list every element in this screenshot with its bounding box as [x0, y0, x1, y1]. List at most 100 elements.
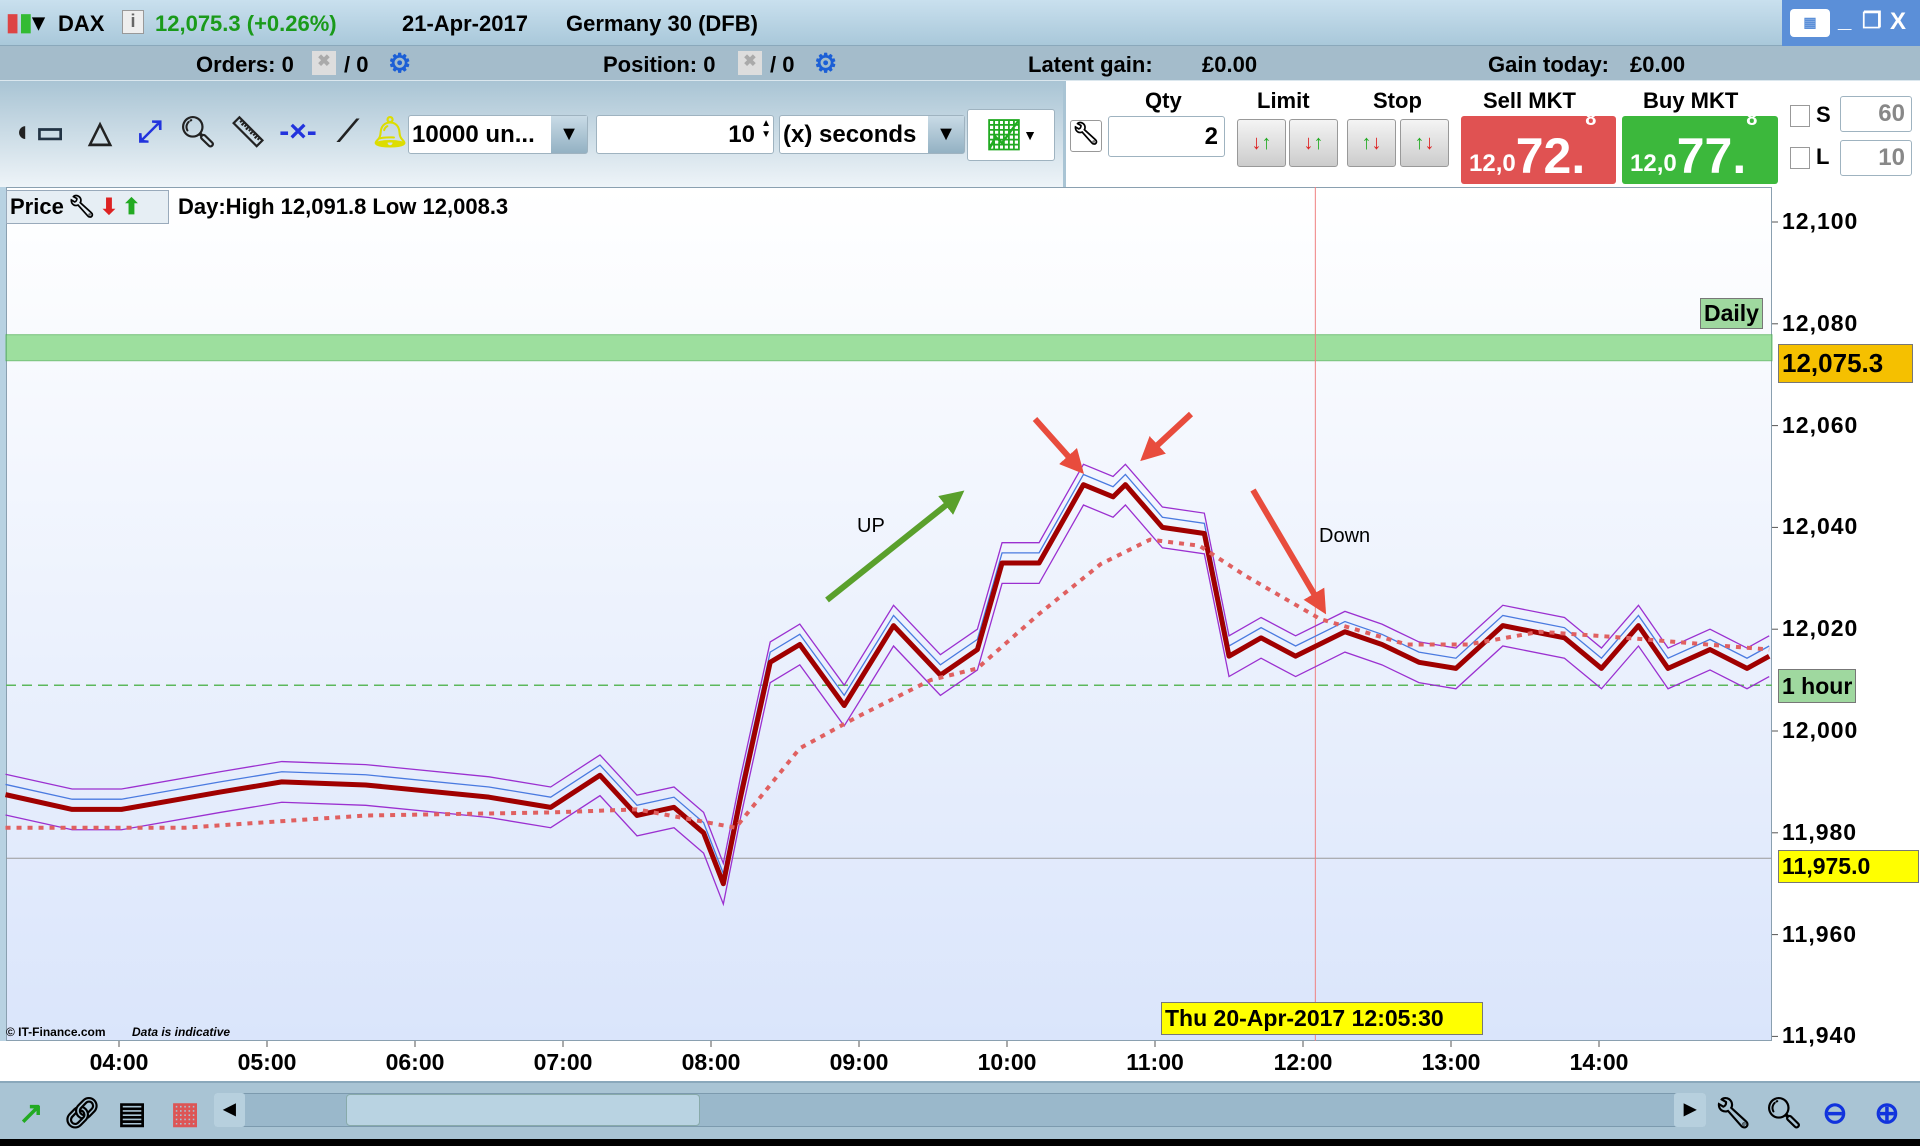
scrollbar-thumb[interactable] — [346, 1094, 700, 1126]
y-tick-label: 12,100 — [1782, 208, 1859, 234]
x-tick-label: 04:00 — [89, 1049, 149, 1075]
gear-icon[interactable]: ⚙ — [814, 48, 838, 78]
wrench-icon[interactable]: 🔧︎ — [67, 194, 96, 219]
one-hour-tag: 1 hour — [1778, 669, 1857, 703]
line-tool-icon[interactable]: ⤢ — [138, 115, 162, 148]
sell-price-big: 72. — [1515, 128, 1586, 184]
daily-level-band — [5, 334, 1773, 362]
keyboard-icon[interactable]: ▦ — [1790, 9, 1830, 37]
down-arrow-0 — [1032, 417, 1084, 474]
crosshair-time-tag: Thu 20-Apr-2017 12:05:30 — [1161, 1002, 1483, 1035]
envelope-line-2 — [5, 473, 1770, 876]
date-label: 21-Apr-2017 — [402, 11, 528, 36]
indicators-button[interactable]: 📈︎ ▼ — [967, 109, 1055, 161]
cancel-orders-icon[interactable]: ✖ — [312, 51, 336, 75]
units-dropdown-value: 10000 un... — [412, 120, 535, 148]
trend-line-icon[interactable]: ⟋ — [337, 115, 359, 148]
limit-order-button[interactable]: ↓ ↑ — [1237, 119, 1286, 167]
taskbar-strip — [0, 1139, 1920, 1146]
chart-settings-icon[interactable]: 🔧︎ — [1713, 1096, 1753, 1130]
buy-arrow-icon[interactable]: ⬆ — [122, 194, 141, 219]
price-line — [4, 482, 1771, 887]
close-icon[interactable]: X — [1890, 8, 1907, 35]
triangle-tool-icon[interactable]: △ — [88, 116, 112, 149]
gain-today-label: Gain today: — [1488, 52, 1610, 77]
l-value: 10 — [1878, 144, 1905, 171]
buy-price-pip: 8 — [1746, 108, 1758, 130]
interval-stepper[interactable]: 10 ▲ ▼ — [596, 115, 774, 154]
gear-icon[interactable]: ⚙ — [388, 48, 412, 78]
chevron-down-icon[interactable]: ▼ — [928, 116, 964, 153]
chevron-down-icon[interactable]: ▼ — [551, 116, 587, 153]
envelope-line-0 — [5, 463, 1770, 866]
x-tick-label: 11:00 — [1126, 1049, 1184, 1075]
moving-average-line — [5, 537, 1770, 830]
y-tick-label: 12,020 — [1782, 615, 1859, 642]
price-chart[interactable] — [6, 187, 1772, 1041]
zoom-fit-icon[interactable]: 🔍︎ — [1764, 1096, 1804, 1130]
link-icon[interactable]: 🔗︎ — [62, 1096, 102, 1130]
stop-order-alt-button[interactable]: ↑ ↓ — [1400, 119, 1449, 167]
y-tick-label: 11,940 — [1782, 1022, 1858, 1049]
instrument-symbol[interactable]: DAX — [58, 11, 105, 36]
day-range: Day:High 12,091.8 Low 12,008.3 — [178, 194, 509, 219]
buy-market-button[interactable]: 12,0 77. 8 — [1622, 108, 1778, 184]
scroll-right-button[interactable]: ▶ — [1674, 1093, 1706, 1127]
price-legend[interactable]: Price 🔧︎ ⬇ ⬆ — [6, 190, 169, 224]
y-tick-label: 12,060 — [1782, 411, 1859, 438]
x-tick-label: 10:00 — [977, 1049, 1037, 1075]
alert-bell-icon[interactable]: 🔔︎ — [370, 116, 410, 149]
buy-price-prefix: 12,0 — [1630, 150, 1677, 177]
ruler-icon[interactable]: 📏︎ — [228, 116, 268, 149]
sell-price-pip: 8 — [1585, 108, 1597, 130]
l-input[interactable]: 10 — [1840, 140, 1912, 176]
stepper-arrows-icon[interactable]: ▲ ▼ — [761, 118, 771, 140]
title-bar: ▮▮▾ DAX i 12,075.3 (+0.26%) 21-Apr-2017 … — [0, 0, 1920, 46]
close-position-icon[interactable]: ✖ — [738, 51, 762, 75]
x-tick-label: 12:00 — [1273, 1049, 1333, 1075]
sell-price-prefix: 12,0 — [1469, 150, 1516, 177]
position-count: Position: 0 — [603, 52, 716, 77]
units-dropdown[interactable]: 10000 un... ▼ — [408, 115, 588, 154]
zoom-out-icon[interactable]: ⊖ — [1822, 1096, 1848, 1130]
down-arrow-2 — [1250, 488, 1327, 615]
s-input[interactable]: 60 — [1840, 96, 1912, 132]
scroll-left-button[interactable]: ◀ — [214, 1093, 245, 1127]
rectangle-tool-icon[interactable]: ▭ — [35, 116, 65, 149]
info-icon[interactable]: i — [122, 10, 144, 34]
indicative-notice: Data is indicative — [132, 1025, 231, 1039]
qty-input[interactable]: 2 — [1108, 116, 1225, 157]
limit-checkbox[interactable] — [1790, 147, 1810, 169]
stop-label: Stop — [1373, 88, 1422, 113]
interval-unit-dropdown[interactable]: (x) seconds ▼ — [779, 115, 965, 154]
envelope-line-1 — [5, 504, 1770, 907]
x-tick-label: 07:00 — [533, 1049, 593, 1075]
stop-checkbox[interactable] — [1790, 105, 1810, 127]
wrench-icon[interactable]: 🔧︎ — [1070, 120, 1102, 152]
orders-pending: / 0 — [344, 52, 369, 77]
sell-arrow-icon[interactable]: ⬇ — [99, 194, 119, 219]
zoom-in-icon[interactable]: ⊕ — [1874, 1096, 1900, 1130]
y-tick-label: 12,080 — [1782, 309, 1859, 336]
indicators-icon: 📈︎ — [985, 118, 1024, 152]
limit-order-alt-button[interactable]: ↓ ↑ — [1289, 119, 1338, 167]
qty-label: Qty — [1145, 88, 1182, 113]
price-label: Price — [10, 194, 64, 219]
sell-label: Sell MKT — [1483, 88, 1576, 113]
copyright: © IT-Finance.com — [6, 1025, 106, 1039]
export-chart-icon[interactable]: ↗ — [18, 1096, 44, 1130]
magnifier-icon[interactable]: 🔍︎ — [178, 116, 218, 149]
instrument-name: Germany 30 (DFB) — [566, 11, 758, 36]
interval-unit-value: (x) seconds — [783, 120, 917, 148]
market-depth-icon[interactable]: ▦ — [170, 1096, 200, 1130]
stop-order-button[interactable]: ↑ ↓ — [1347, 119, 1396, 167]
restore-icon[interactable]: ❐ — [1862, 8, 1882, 33]
sell-market-button[interactable]: 12,0 72. 8 — [1461, 108, 1616, 184]
horizontal-line-icon[interactable]: -×- — [279, 115, 317, 148]
ellipse-tool-icon[interactable]: ◖ — [12, 115, 32, 148]
candlestick-icon[interactable]: ▮▮▾ — [6, 9, 45, 36]
ladder-icon[interactable]: ▤ — [117, 1096, 147, 1130]
minimize-icon[interactable]: _ — [1838, 6, 1852, 33]
x-tick-label: 14:00 — [1569, 1049, 1629, 1075]
